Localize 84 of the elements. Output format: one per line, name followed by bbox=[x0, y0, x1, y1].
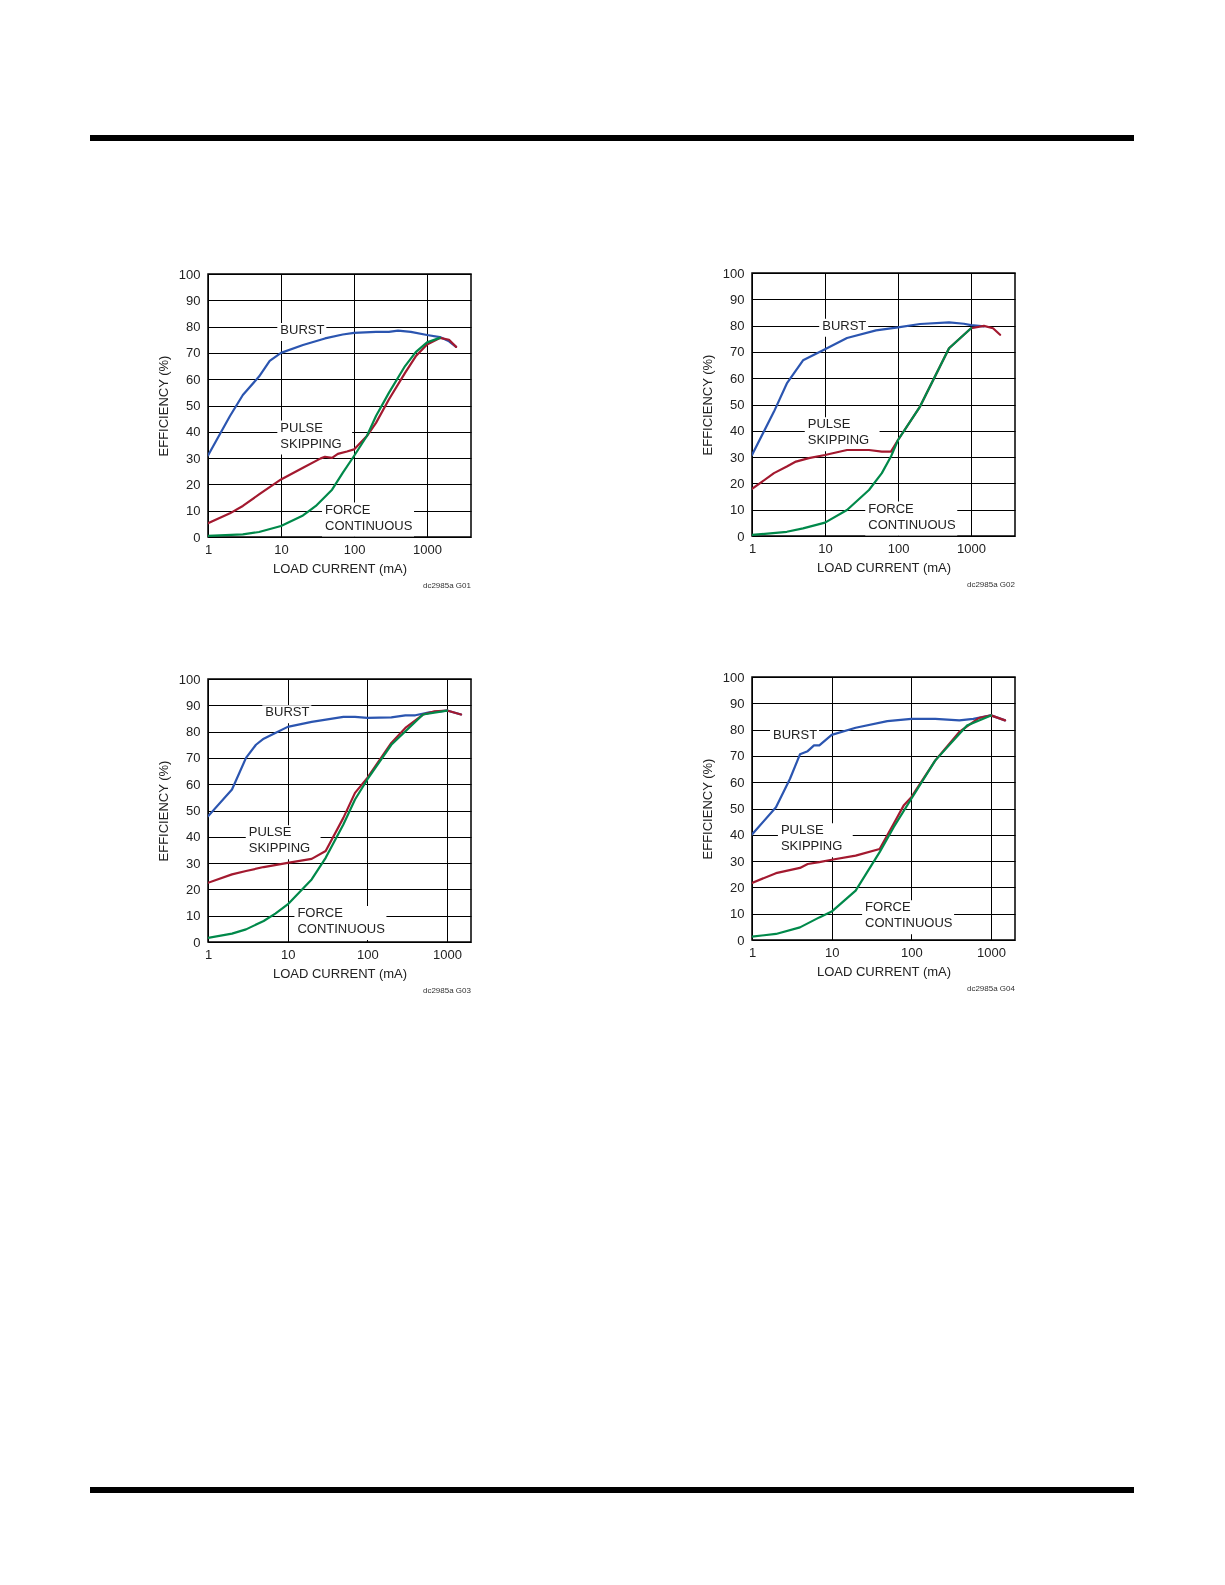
y-tick-label: 100 bbox=[722, 265, 745, 281]
y-tick-label: 80 bbox=[730, 722, 745, 738]
series-label: BURST bbox=[265, 704, 310, 720]
series-label: PULSE SKIPPING bbox=[780, 822, 843, 854]
series-label: BURST bbox=[822, 317, 867, 333]
text: dc2985a G02 bbox=[966, 579, 1016, 589]
y-tick-label: 30 bbox=[186, 450, 201, 466]
x-tick-label: 1000 bbox=[413, 541, 442, 557]
y-tick-label: 90 bbox=[186, 697, 201, 713]
x-tick-label: 10 bbox=[824, 944, 840, 960]
y-tick-label: 70 bbox=[186, 345, 201, 361]
y-tick-label: 30 bbox=[730, 449, 745, 465]
y-tick-label: 30 bbox=[186, 855, 201, 871]
x-axis-title: LOAD CURRENT (mA) bbox=[816, 963, 952, 979]
y-tick-label: 50 bbox=[186, 803, 201, 818]
x-tick-label: 10 bbox=[274, 541, 289, 557]
y-tick-label: 70 bbox=[730, 748, 745, 764]
y-tick-label: 0 bbox=[737, 528, 745, 544]
y-tick-label: 10 bbox=[730, 906, 745, 922]
series-label: FORCE CONTINUOUS bbox=[865, 899, 953, 931]
x-tick-label: 1000 bbox=[957, 540, 986, 556]
x-tick-label: 100 bbox=[343, 541, 366, 557]
y-tick-label: 40 bbox=[186, 829, 201, 845]
series-label: FORCE CONTINUOUS bbox=[297, 905, 386, 937]
x-tick-label: 100 bbox=[900, 944, 923, 960]
x-tick-label: 1 bbox=[748, 540, 757, 556]
y-axis-title: EFFICIENCY (%) bbox=[155, 355, 171, 457]
y-tick-label: 90 bbox=[730, 695, 745, 711]
y-tick-label: 40 bbox=[730, 827, 745, 843]
y-tick-label: 80 bbox=[186, 724, 201, 740]
y-tick-label: 90 bbox=[730, 291, 745, 307]
series-label: PULSE SKIPPING bbox=[248, 824, 311, 856]
y-tick-label: 90 bbox=[186, 292, 201, 308]
x-tick-label: 100 bbox=[356, 946, 379, 962]
x-axis-title: LOAD CURRENT (mA) bbox=[272, 560, 408, 576]
y-tick-label: 40 bbox=[730, 423, 745, 439]
y-tick-label: 30 bbox=[730, 853, 745, 869]
series-label: PULSE SKIPPING bbox=[280, 419, 342, 451]
y-tick-label: 60 bbox=[730, 774, 745, 790]
y-axis-title: EFFICIENCY (%) bbox=[699, 354, 715, 456]
y-tick-label: 60 bbox=[186, 776, 201, 792]
y-tick-label: 20 bbox=[730, 879, 745, 895]
y-tick-label: 80 bbox=[730, 318, 745, 334]
y-tick-label: 10 bbox=[730, 502, 745, 518]
x-tick-label: 1 bbox=[748, 944, 757, 960]
y-axis-title: EFFICIENCY (%) bbox=[699, 758, 715, 860]
text: dc2985a G01 bbox=[422, 580, 472, 590]
x-tick-label: 100 bbox=[887, 540, 910, 556]
series-label: FORCE CONTINUOUS bbox=[868, 500, 956, 532]
x-axis-title: LOAD CURRENT (mA) bbox=[816, 559, 952, 575]
y-tick-label: 0 bbox=[193, 529, 201, 545]
series-label: BURST bbox=[280, 321, 325, 337]
x-tick-label: 1000 bbox=[433, 946, 462, 962]
y-tick-label: 80 bbox=[186, 319, 201, 335]
y-tick-label: 20 bbox=[730, 475, 745, 491]
series-label: PULSE SKIPPING bbox=[807, 416, 870, 448]
x-tick-label: 1 bbox=[204, 541, 213, 557]
x-tick-label: 1 bbox=[204, 946, 213, 962]
y-tick-label: 100 bbox=[178, 266, 201, 282]
y-tick-label: 10 bbox=[186, 503, 201, 519]
y-axis-title: EFFICIENCY (%) bbox=[155, 760, 171, 862]
series-label: FORCE CONTINUOUS bbox=[325, 501, 413, 533]
y-tick-label: 0 bbox=[737, 932, 745, 948]
y-tick-label: 50 bbox=[730, 801, 745, 816]
y-tick-label: 50 bbox=[730, 397, 745, 412]
x-axis-title: LOAD CURRENT (mA) bbox=[272, 965, 408, 981]
y-tick-label: 100 bbox=[722, 669, 745, 685]
y-tick-label: 60 bbox=[186, 371, 201, 387]
x-tick-label: 10 bbox=[280, 946, 296, 962]
series-label: BURST bbox=[773, 726, 818, 742]
y-tick-label: 10 bbox=[186, 908, 201, 924]
y-tick-label: 70 bbox=[186, 750, 201, 766]
y-tick-label: 20 bbox=[186, 476, 201, 492]
text: dc2985a G03 bbox=[422, 985, 472, 995]
y-tick-label: 70 bbox=[730, 344, 745, 360]
x-tick-label: 10 bbox=[818, 540, 833, 556]
x-tick-label: 1000 bbox=[977, 944, 1006, 960]
y-tick-label: 50 bbox=[186, 398, 201, 413]
y-tick-label: 100 bbox=[178, 671, 201, 687]
text: dc2985a G04 bbox=[966, 983, 1016, 993]
y-tick-label: 40 bbox=[186, 424, 201, 440]
y-tick-label: 20 bbox=[186, 881, 201, 897]
y-tick-label: 60 bbox=[730, 370, 745, 386]
y-tick-label: 0 bbox=[193, 934, 201, 950]
